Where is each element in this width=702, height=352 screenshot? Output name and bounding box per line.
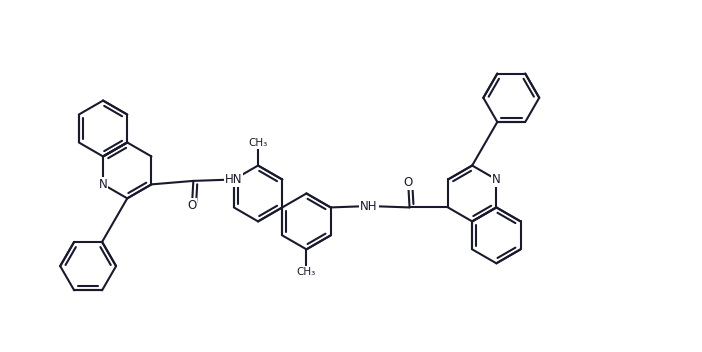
Text: NH: NH xyxy=(360,200,378,213)
Text: O: O xyxy=(404,176,413,189)
Text: N: N xyxy=(492,173,501,186)
Text: O: O xyxy=(187,199,197,212)
Text: N: N xyxy=(99,178,107,191)
Text: HN: HN xyxy=(225,173,243,186)
Text: CH₃: CH₃ xyxy=(297,267,316,277)
Text: CH₃: CH₃ xyxy=(249,138,267,148)
